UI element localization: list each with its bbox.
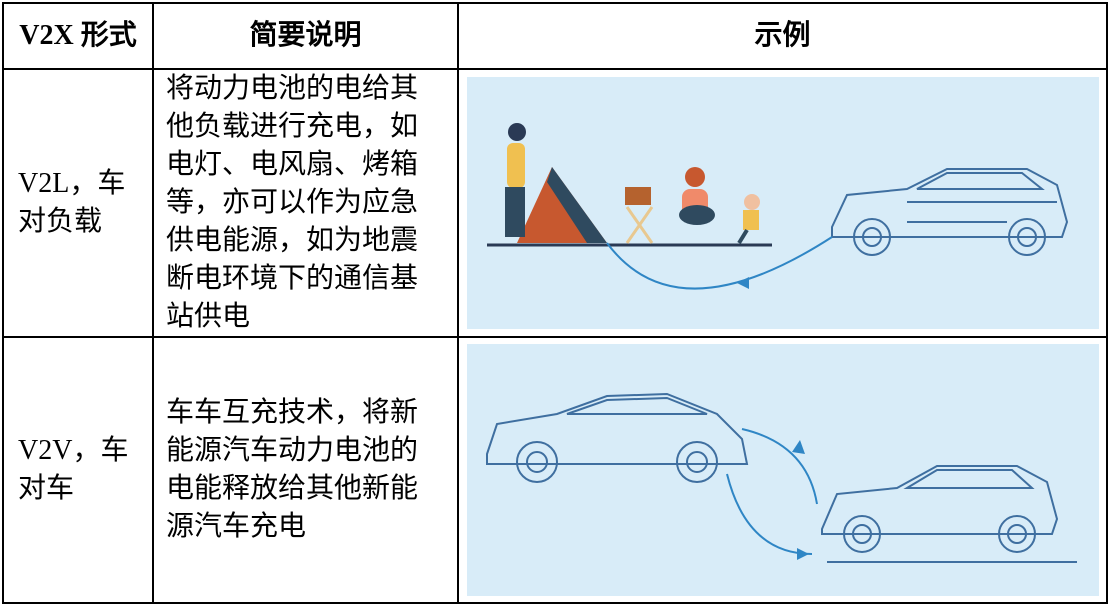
row: V2V，车对车 车车互充技术，将新能源汽车动力电池的电能释放给其他新能源汽车充电 xyxy=(2,336,1108,604)
example-cell xyxy=(457,336,1108,604)
header-row: V2X 形式 简要说明 示例 xyxy=(2,2,1108,70)
v2v-illustration xyxy=(467,344,1099,596)
v2l-illustration xyxy=(467,77,1099,329)
header-cell: V2X 形式 xyxy=(2,2,154,70)
type-cell: V2V，车对车 xyxy=(2,336,154,604)
row: V2L，车对负载 将动力电池的电给其他负载进行充电，如电灯、电风扇、烤箱等，亦可… xyxy=(2,68,1108,338)
description-cell: 将动力电池的电给其他负载进行充电，如电灯、电风扇、烤箱等，亦可以作为应急供电能源… xyxy=(152,68,459,338)
example-cell xyxy=(457,68,1108,338)
header-cell: 示例 xyxy=(457,2,1108,70)
description-cell: 车车互充技术，将新能源汽车动力电池的电能释放给其他新能源汽车充电 xyxy=(152,336,459,604)
type-cell: V2L，车对负载 xyxy=(2,68,154,338)
header-cell: 简要说明 xyxy=(152,2,459,70)
